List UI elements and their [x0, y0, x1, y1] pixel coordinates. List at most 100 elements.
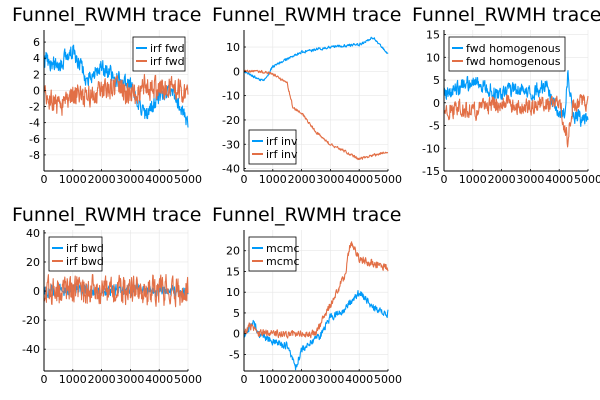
x-tick-label: 5000	[374, 373, 402, 386]
y-tick-label: 0	[33, 84, 40, 97]
y-tick-label: -6	[29, 133, 40, 146]
subplot-title: Funnel_RWMH trace	[12, 204, 201, 226]
legend-label: mcmc	[266, 242, 300, 255]
x-tick-label: 3000	[116, 173, 144, 186]
x-tick-label: 0	[41, 373, 48, 386]
series-line-1	[443, 70, 589, 127]
x-tick-label: 0	[41, 173, 48, 186]
x-tick-label: 2000	[488, 173, 516, 186]
legend-label: irf bwd	[66, 255, 104, 268]
y-tick-label: 0	[233, 65, 240, 78]
y-tick-label: 2	[33, 68, 40, 81]
x-tick-label: 5000	[574, 173, 600, 186]
x-tick-label: 0	[441, 173, 448, 186]
y-tick-label: -5	[229, 348, 240, 361]
y-tick-label: 0	[233, 328, 240, 341]
y-tick-label: -5	[429, 120, 440, 133]
x-tick-label: 0	[241, 173, 248, 186]
y-tick-label: -40	[222, 163, 240, 176]
x-tick-label: 1000	[259, 173, 287, 186]
y-tick-label: 6	[33, 36, 40, 49]
x-tick-label: 2000	[88, 173, 116, 186]
y-tick-label: -40	[22, 343, 40, 356]
x-tick-label: 1000	[459, 173, 487, 186]
x-tick-label: 5000	[174, 373, 202, 386]
subplot-1: Funnel_RWMH trace 0 1000 2000 3000 4000 5000 -8…	[12, 4, 202, 186]
series-line-2	[243, 241, 389, 339]
series-line-2	[43, 73, 189, 116]
subplot-title: Funnel_RWMH trace	[12, 4, 201, 26]
series-line-1	[243, 36, 389, 82]
x-tick-label: 1000	[59, 173, 87, 186]
legend-label: fwd homogenous	[466, 42, 561, 55]
y-tick-label: -8	[29, 149, 40, 162]
x-tick-label: 2000	[88, 373, 116, 386]
y-tick-label: -10	[222, 90, 240, 103]
x-tick-label: 1000	[259, 373, 287, 386]
x-tick-label: 3000	[316, 173, 344, 186]
x-tick-label: 4000	[345, 173, 373, 186]
legend-label: irf fwd	[150, 55, 185, 68]
subplot-title: Funnel_RWMH trace	[212, 4, 401, 26]
y-tick-label: 40	[26, 227, 40, 240]
series-line-1	[43, 283, 189, 299]
subplot-title: Funnel_RWMH trace	[212, 204, 401, 226]
y-tick-label: 4	[33, 52, 40, 65]
y-tick-label: -20	[222, 114, 240, 127]
x-tick-label: 2000	[288, 173, 316, 186]
series-line-2	[43, 273, 189, 308]
x-tick-label: 5000	[374, 173, 402, 186]
x-tick-label: 4000	[345, 373, 373, 386]
y-tick-label: 15	[426, 29, 440, 42]
x-tick-label: 4000	[145, 173, 173, 186]
legend-label: fwd homogenous	[466, 55, 561, 68]
x-tick-label: 1000	[59, 373, 87, 386]
y-tick-label: -10	[422, 142, 440, 155]
legend-label: irf bwd	[66, 242, 104, 255]
x-tick-label: 4000	[545, 173, 573, 186]
series-line-1	[243, 290, 389, 371]
y-tick-label: 5	[233, 307, 240, 320]
subplot-2: Funnel_RWMH trace 0 1000 2000 3000 4000 5000 -4…	[212, 4, 402, 186]
y-tick-label: -30	[222, 138, 240, 151]
legend-label: irf inv	[266, 148, 298, 161]
y-tick-label: -2	[29, 101, 40, 114]
subplot-5: Funnel_RWMH trace 0 1000 2000 3000 4000 5000 -5…	[212, 204, 402, 386]
legend-label: irf inv	[266, 135, 298, 148]
legend-box	[248, 129, 297, 165]
legend-box	[132, 36, 186, 72]
x-tick-label: 0	[241, 373, 248, 386]
y-tick-label: 10	[226, 41, 240, 54]
legend-box	[48, 236, 103, 272]
y-tick-label: 5	[433, 74, 440, 87]
x-tick-label: 2000	[288, 373, 316, 386]
y-tick-label: -20	[22, 314, 40, 327]
legend-box	[448, 36, 566, 72]
series-line-2	[243, 69, 389, 161]
x-tick-label: 3000	[116, 373, 144, 386]
y-tick-label: 0	[433, 97, 440, 110]
legend-label: irf fwd	[150, 42, 185, 55]
y-tick-label: 20	[26, 256, 40, 269]
y-tick-label: -4	[29, 117, 40, 130]
x-tick-label: 3000	[316, 373, 344, 386]
legend-label: mcmc	[266, 255, 300, 268]
x-tick-label: 3000	[516, 173, 544, 186]
y-tick-label: -15	[422, 165, 440, 178]
y-tick-label: 15	[226, 265, 240, 278]
subplot-title: Funnel_RWMH trace	[412, 4, 600, 26]
y-tick-label: 20	[226, 245, 240, 258]
legend-box	[248, 236, 297, 272]
x-tick-label: 5000	[174, 173, 202, 186]
series-line-2	[443, 94, 589, 148]
subplot-3: Funnel_RWMH trace 0 1000 2000 3000 4000 5000 -1…	[412, 4, 600, 186]
y-tick-label: 0	[33, 285, 40, 298]
subplot-4: Funnel_RWMH trace 0 1000 2000 3000 4000 5000 -4…	[12, 204, 202, 386]
x-tick-label: 4000	[145, 373, 173, 386]
